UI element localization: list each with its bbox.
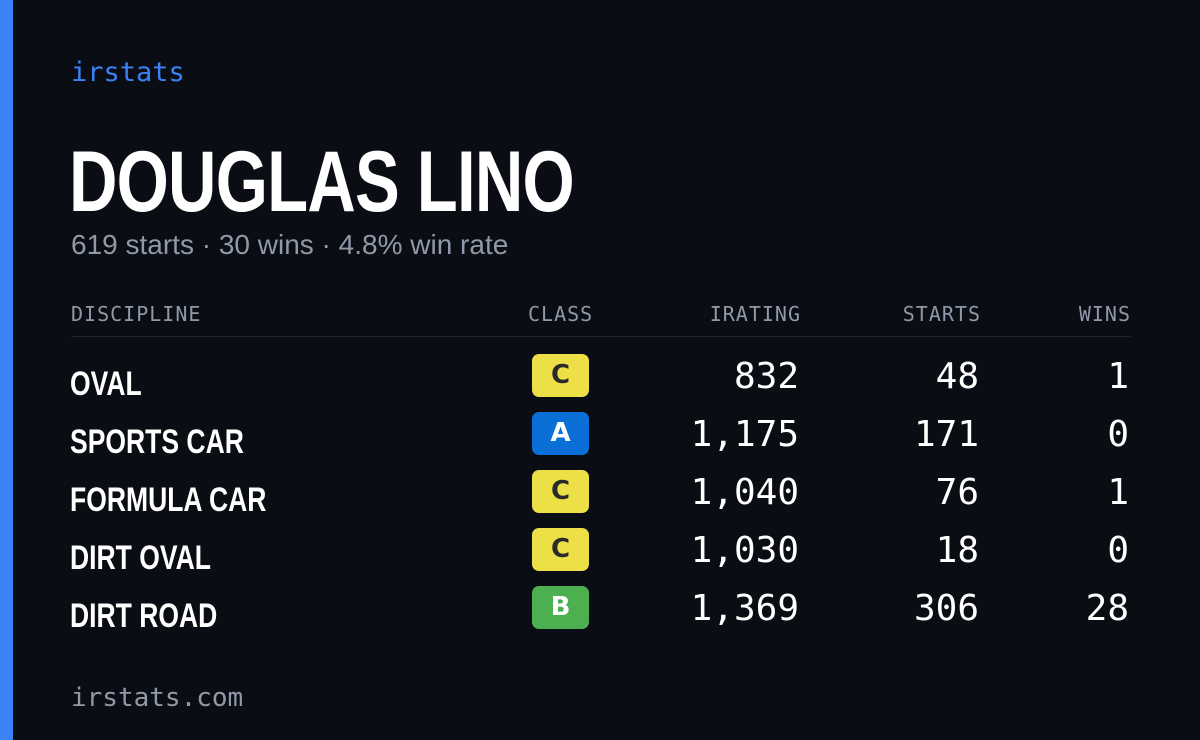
wins-value: 1 [1107, 356, 1129, 397]
class-badge: A [532, 412, 589, 455]
column-header-irating: IRATING [709, 302, 801, 326]
irating-value: 1,175 [690, 414, 799, 455]
discipline-name: SPORTS CAR [70, 423, 244, 461]
irating-value: 1,369 [690, 588, 799, 629]
column-header-starts: STARTS [902, 302, 981, 326]
wins-value: 0 [1107, 414, 1129, 455]
wins-value: 1 [1107, 472, 1129, 513]
irating-value: 1,040 [690, 472, 799, 513]
class-badge: C [532, 470, 589, 513]
irating-value: 832 [733, 356, 799, 397]
starts-value: 306 [913, 588, 979, 629]
starts-value: 76 [935, 472, 979, 513]
irating-value: 1,030 [690, 530, 799, 571]
starts-value: 18 [935, 530, 979, 571]
discipline-name: OVAL [70, 365, 142, 403]
player-summary: 619 starts · 30 wins · 4.8% win rate [71, 229, 509, 260]
class-badge: C [532, 354, 589, 397]
header-divider [71, 336, 1131, 337]
brand-logo-text: irstats [71, 57, 185, 88]
starts-value: 171 [913, 414, 979, 455]
starts-value: 48 [935, 356, 979, 397]
column-header-discipline: DISCIPLINE [71, 302, 202, 326]
discipline-name: FORMULA CAR [70, 481, 267, 519]
table-row: FORMULA CAR C 1,040 76 1 [0, 470, 1200, 528]
table-row: DIRT ROAD B 1,369 306 28 [0, 586, 1200, 644]
discipline-name: DIRT OVAL [70, 539, 211, 577]
column-header-wins: WINS [1078, 302, 1131, 326]
class-badge: B [532, 586, 589, 629]
table-row: SPORTS CAR A 1,175 171 0 [0, 412, 1200, 470]
table-row: OVAL C 832 48 1 [0, 354, 1200, 412]
wins-value: 28 [1085, 588, 1129, 629]
wins-value: 0 [1107, 530, 1129, 571]
column-header-class: CLASS [528, 302, 594, 326]
footer-site-url: irstats.com [71, 683, 244, 713]
class-badge: C [532, 528, 589, 571]
accent-bar [0, 0, 13, 740]
table-row: DIRT OVAL C 1,030 18 0 [0, 528, 1200, 586]
discipline-name: DIRT ROAD [70, 597, 218, 635]
player-name: DOUGLAS LINO [69, 134, 575, 230]
